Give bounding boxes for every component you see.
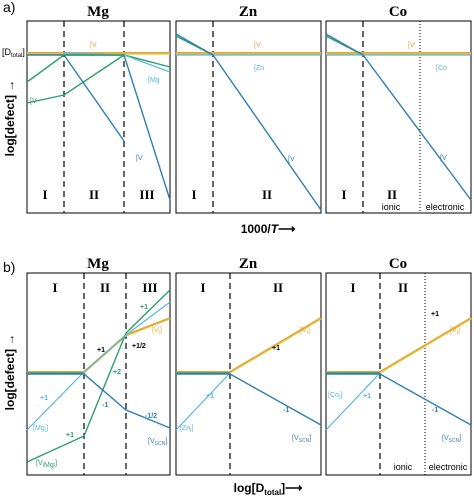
panel-a-zn-region-1: I xyxy=(191,187,196,202)
panel-a-y-axis-label: log[defect] → xyxy=(3,80,17,157)
panel-b-mg-slope-5: -1 xyxy=(102,402,108,409)
panel-a-co-coi-label: [Co xyxy=(436,65,447,72)
panel-a-zn-frame xyxy=(175,20,322,214)
panel-a-mg-mgi-label: [Mg xyxy=(148,77,160,84)
panel-b-mg-region-1: I xyxy=(52,280,57,295)
panel-a-co-vscn-line xyxy=(325,33,472,201)
panel-b-zn-slope-2: +1 xyxy=(206,393,214,400)
panel-b-x-axis-label: log[Dtotal]⟶ xyxy=(234,481,303,497)
panel-b-mg-vscn-line xyxy=(27,373,171,429)
panel-b-mg-region-3: III xyxy=(142,280,157,295)
panel-b-mg-slope-1: +1 xyxy=(97,347,105,354)
panel-b-co-vi-label: [VI] xyxy=(450,327,460,336)
panel-b-co-vscn-label: [VSCN] xyxy=(442,435,461,444)
panel-b-mg-slope-8: +1 xyxy=(66,432,74,439)
panel-a-co-region-1: I xyxy=(341,187,346,202)
panel-a-co-vi-label: [V xyxy=(408,42,415,49)
panel-b-co-coi-label: [CoI] xyxy=(328,392,342,401)
panel-b-y-axis-label: log[defect] → xyxy=(3,334,17,411)
panel-b-zn-vscn-line xyxy=(176,373,322,426)
panel-b-zn-vi-line xyxy=(229,317,322,373)
panel-b-co-ionic: ionic xyxy=(394,462,413,472)
panel-b-zn-vi-label: [VI] xyxy=(300,327,310,336)
panel-a-mg-region-1: I xyxy=(42,187,47,202)
panel-b-mg-slope-6: -1/2 xyxy=(145,413,157,420)
panel-a-mg-green-line xyxy=(26,54,171,83)
panel-a-zn-vscn-line xyxy=(175,33,322,211)
panel-a-zn-vscn-label: [V xyxy=(288,156,295,163)
panel-a-mg-frame xyxy=(26,20,171,214)
panel-b-mg-slope-2: +1 xyxy=(140,304,148,311)
panel-a-mg-vimg-line xyxy=(26,54,125,104)
panel-b-co-slope-3: -1 xyxy=(432,407,438,414)
panel-a-co-vscn-label: [V xyxy=(440,155,447,162)
panel-b-label: b) xyxy=(3,259,15,275)
panel-b-co-electronic: electronic xyxy=(429,462,468,472)
panel-b-zn-zni-label: [ZnI] xyxy=(180,425,194,434)
panel-a-title-mg: Mg xyxy=(87,4,109,20)
panel-b-co-region-1: I xyxy=(350,280,355,295)
panel-b-mg-vscn-label: [VSCN] xyxy=(148,438,167,447)
panel-b-mg-region-2: II xyxy=(100,280,110,295)
panel-a-mg-blue-line xyxy=(63,54,125,142)
panel-a-x-axis-label: 1000/T⟶ xyxy=(241,222,296,236)
panel-a-zn-vi-label: [V xyxy=(254,42,261,49)
panel-b-title-mg: Mg xyxy=(87,256,109,272)
panel-b-co-vscn-line xyxy=(326,373,472,426)
panel-b-mg-vimg-line xyxy=(26,435,85,463)
panel-b-co-slope-1: +1 xyxy=(431,311,439,318)
panel-a-co-ionic: ionic xyxy=(382,202,401,212)
panel-b-mg-mgi-line xyxy=(26,301,171,431)
panel-b-mg-slope-3: +1/2 xyxy=(132,343,146,350)
panel-a-dtotal-label: [Dtotal] xyxy=(2,47,25,59)
panel-b-title-co: Co xyxy=(389,256,407,272)
panel-b-mg-vimg-label: [VIMgI] xyxy=(36,460,57,469)
panel-a-mg-vscn-label: [V xyxy=(136,155,143,162)
panel-a-zn-zni-label: [Zn xyxy=(254,65,264,72)
panel-b-zn-slope-3: -1 xyxy=(283,407,289,414)
panel-b-zn-vscn-label: [VSCN] xyxy=(292,435,311,444)
panel-a-mg-vi-label: [V xyxy=(90,42,97,49)
panel-a-co-electronic: electronic xyxy=(426,202,465,212)
panel-a-co-frame xyxy=(325,20,472,214)
panel-b-zn-region-2: II xyxy=(273,280,283,295)
panel-b-co-coi-line xyxy=(325,372,381,431)
panel-b-mg-mgi-label: [MgI] xyxy=(33,425,48,434)
panel-b-co-vi-line xyxy=(379,317,472,373)
panel-a-mg-region-3: III xyxy=(139,187,154,202)
panel-b-mg-vi-line2 xyxy=(83,318,171,374)
panel-b-zn-region-1: I xyxy=(200,280,205,295)
panel-b-mg-green-steep xyxy=(83,289,171,437)
panel-b-zn-slope-1: +1 xyxy=(272,345,280,352)
panel-b-title-zn: Zn xyxy=(239,256,258,272)
panel-a-title-co: Co xyxy=(389,4,407,20)
panel-b-zn-vi-line2 xyxy=(229,318,322,374)
panel-b-co-region-2: II xyxy=(398,280,408,295)
panel-b-co-vi-line2 xyxy=(379,318,472,374)
panel-a-mg-vimg-label: [V xyxy=(30,98,37,105)
panel-b-mg-vi-label: [VI] xyxy=(152,327,162,336)
panel-b-mg-slope-4: +2 xyxy=(113,369,121,376)
panel-a-mg-mgi-line xyxy=(123,54,171,73)
panel-a-title-zn: Zn xyxy=(239,4,258,20)
panel-a-zn-region-2: II xyxy=(262,187,272,202)
panel-b-mg-slope-7: +1 xyxy=(40,395,48,402)
panel-b-co-slope-2: +1 xyxy=(363,393,371,400)
panel-b-zn-zni-line xyxy=(175,372,231,431)
panel-a-label: a) xyxy=(3,0,15,15)
panel-a-co-region-2: II xyxy=(387,187,397,202)
panel-a-mg-region-2: II xyxy=(89,187,99,202)
